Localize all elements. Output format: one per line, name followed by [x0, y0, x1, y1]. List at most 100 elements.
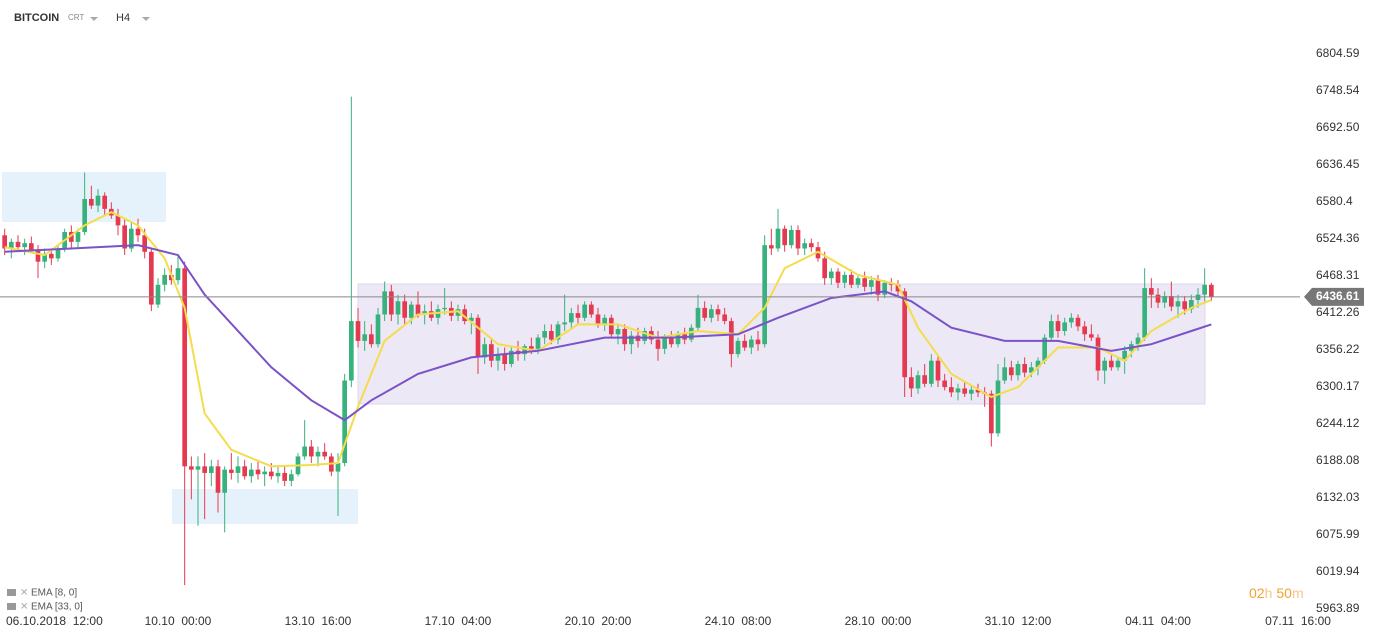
price-tag [1304, 287, 1364, 306]
candle-body [902, 291, 907, 378]
candle-body [322, 451, 327, 457]
candle-body [589, 304, 594, 315]
candle-body [802, 243, 807, 249]
legend-icon[interactable] [7, 603, 16, 610]
candle-body [875, 280, 881, 295]
candle-body [769, 245, 774, 249]
candle-body [482, 344, 487, 358]
candle-body [275, 472, 281, 477]
candle-body [789, 229, 794, 246]
candle-body [335, 463, 341, 472]
candle-body [1135, 337, 1141, 345]
y-tick-label: 6636.45 [1316, 157, 1360, 171]
candle-body [862, 278, 867, 287]
candle-body [255, 469, 261, 475]
candle-body [715, 309, 721, 315]
candle-body [969, 389, 974, 394]
candle-body [782, 228, 787, 246]
candle-body [1062, 322, 1067, 331]
y-tick-label: 6132.03 [1316, 490, 1360, 504]
legend-icon[interactable] [7, 589, 16, 596]
candle-body [509, 350, 514, 365]
candle-body [742, 340, 747, 348]
candle-body [1162, 296, 1167, 303]
timer-unit: h [1265, 585, 1273, 601]
candle-body [775, 228, 781, 249]
candle-body [1042, 337, 1047, 361]
candle-body [722, 314, 727, 322]
candle-body [422, 311, 427, 315]
candle-body [409, 304, 414, 318]
candle-body [829, 271, 834, 279]
close-icon[interactable]: ✕ [20, 588, 28, 599]
candle-body [1202, 284, 1207, 295]
y-tick-label: 6300.17 [1316, 379, 1360, 393]
candle-body [155, 284, 161, 305]
candle-body [289, 474, 294, 481]
symbol[interactable]: BITCOIN [14, 12, 59, 24]
candle-body [702, 307, 707, 318]
dropdown-icon[interactable] [90, 17, 98, 21]
candle-body [1169, 296, 1174, 307]
interval[interactable]: H4 [116, 12, 130, 24]
candle-body [989, 393, 994, 434]
chart-type[interactable]: CRT [68, 13, 84, 22]
candle-body [1082, 326, 1087, 335]
candle-body [429, 311, 434, 318]
candle-body [355, 321, 361, 341]
candle-body [149, 251, 154, 305]
candle-body [142, 235, 147, 252]
candle-body [309, 446, 314, 457]
x-tick-label: 04.11 04:00 [1125, 614, 1191, 628]
candle-body [349, 321, 354, 381]
candle-body [82, 198, 87, 232]
ema-line [4, 244, 1212, 422]
timer-minutes: 50 [1276, 585, 1292, 601]
candle-body [502, 354, 507, 365]
candle-body [362, 334, 367, 341]
candle-body [562, 322, 567, 325]
candle-body [555, 324, 561, 340]
candle-body [1189, 299, 1194, 310]
candle-body [182, 268, 187, 467]
candle-body [655, 339, 661, 349]
candle-body [749, 339, 754, 348]
dropdown-icon[interactable] [142, 17, 150, 21]
candle-body [955, 388, 961, 393]
candle-body [1209, 284, 1214, 297]
candle-body [602, 317, 607, 325]
candle-body [175, 268, 181, 281]
candle-body [222, 469, 227, 493]
candle-body [395, 301, 401, 315]
candle-body [402, 301, 407, 318]
candle-body [42, 253, 47, 262]
legend-label[interactable]: EMA [8, 0] [31, 588, 77, 599]
candle-body [35, 249, 41, 262]
close-icon[interactable]: ✕ [20, 602, 28, 613]
candle-body [369, 334, 374, 345]
y-tick-label: 6804.59 [1316, 46, 1360, 60]
candle-body [575, 313, 581, 318]
y-tick-label: 6019.94 [1316, 564, 1360, 578]
x-tick-label: 31.10 12:00 [985, 614, 1052, 628]
candle-body [1089, 334, 1094, 338]
candle-body [842, 274, 847, 283]
candle-body [242, 466, 247, 477]
candle-body [475, 317, 481, 358]
candle-body [235, 466, 241, 473]
y-tick-label: 5963.89 [1316, 601, 1360, 615]
candle-body [729, 321, 734, 355]
timer: 02h 50m [1249, 585, 1304, 601]
candle-body [209, 466, 214, 473]
y-tick-label: 6356.22 [1316, 342, 1360, 356]
candle-body [689, 327, 694, 340]
candle-body [1022, 364, 1027, 373]
candle-body [1069, 317, 1074, 323]
candle-body [49, 253, 54, 259]
legend-label[interactable]: EMA [33, 0] [31, 602, 83, 613]
candle-body [489, 344, 494, 361]
y-tick-label: 6188.08 [1316, 453, 1360, 467]
candle-body [469, 317, 474, 322]
candle-body [1102, 360, 1107, 371]
candle-body [695, 307, 701, 328]
